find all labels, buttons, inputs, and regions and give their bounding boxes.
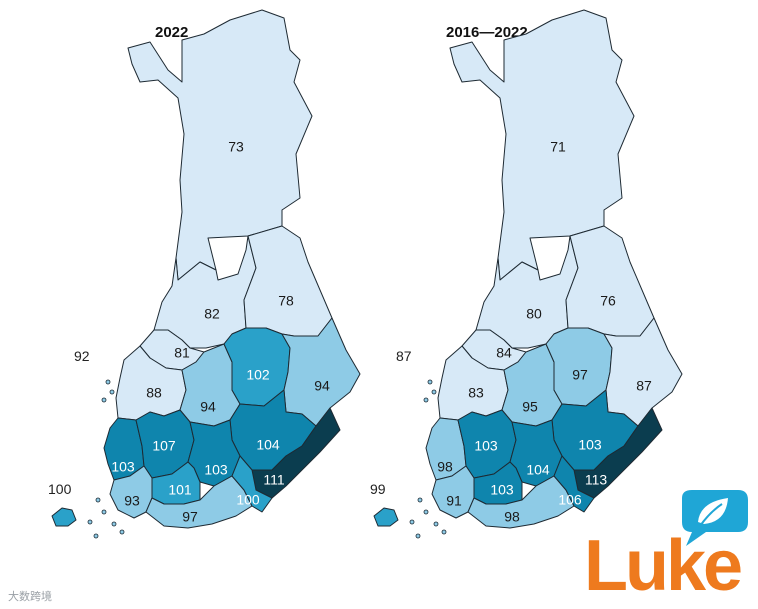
value-label-lapland: 71 — [550, 139, 566, 155]
island-marker — [119, 529, 125, 535]
value-label-kymenlaakso: 106 — [558, 492, 582, 508]
value-label-ostrobothnia-sw: 103 — [111, 459, 135, 475]
map-2016-2022: 71 80 76 84 83 95 97 87 98 103 103 104 113 91 103 98 106… — [370, 9, 683, 539]
value-label-central-finland: 94 — [200, 399, 216, 415]
map-title-2022: 2022 — [155, 24, 189, 41]
island-marker — [441, 529, 447, 535]
region-kymenlaakso — [553, 455, 595, 513]
watermark: 大数跨境 — [8, 591, 52, 603]
map-title-2016-2022: 2016—2022 — [446, 24, 528, 41]
region-lapland — [127, 9, 313, 281]
value-label-tavastia-proper: 103 — [490, 482, 514, 498]
value-label-pirkanmaa: 103 — [204, 462, 228, 478]
value-label-aland: 99 — [370, 481, 386, 497]
value-label-north-karelia: 87 — [636, 378, 652, 394]
value-label-north-savo: 102 — [246, 367, 270, 383]
region-aland — [51, 507, 77, 527]
island-marker — [423, 509, 429, 515]
value-label-north-karelia: 94 — [314, 378, 330, 394]
island-marker — [87, 519, 93, 525]
value-label-kymenlaakso: 100 — [236, 492, 260, 508]
island-marker — [101, 509, 107, 515]
region-kainuu — [565, 225, 655, 337]
region-lapland — [449, 9, 635, 281]
map-2022: 73 82 78 81 88 94 102 94 103 107 104 103 111 93 101 97 1… — [48, 9, 361, 539]
value-label-south-ostrobothnia: 83 — [468, 385, 484, 401]
value-label-lapland: 73 — [228, 139, 244, 155]
value-label-south-savo: 104 — [256, 437, 280, 453]
value-label-southwest-finland: 93 — [124, 493, 140, 509]
value-label-north-ostrobothnia: 80 — [526, 306, 542, 322]
region-aland — [373, 507, 399, 527]
value-label-ostrobothnia-sw: 98 — [437, 459, 453, 475]
value-label-uusimaa: 98 — [504, 509, 520, 525]
island-marker — [109, 389, 115, 395]
value-label-tavastia-proper: 101 — [168, 482, 192, 498]
value-label-south-ostrobothnia: 88 — [146, 385, 162, 401]
island-marker — [417, 497, 423, 503]
island-marker — [423, 397, 429, 403]
region-kymenlaakso — [231, 455, 273, 513]
value-label-central-ostrobothnia: 81 — [174, 345, 190, 361]
value-label-kainuu: 76 — [600, 293, 616, 309]
value-label-south-karelia: 111 — [263, 472, 284, 488]
island-marker — [427, 379, 433, 385]
luke-logo-bubble-icon — [676, 488, 750, 555]
value-label-satakunta: 107 — [152, 438, 176, 454]
value-label-uusimaa: 97 — [182, 509, 198, 525]
island-marker — [431, 389, 437, 395]
value-label-southwest-finland: 91 — [446, 493, 462, 509]
value-label-coastal: 87 — [396, 348, 412, 364]
value-label-central-ostrobothnia: 84 — [496, 345, 512, 361]
island-marker — [93, 533, 99, 539]
value-label-north-savo: 97 — [572, 367, 588, 383]
value-label-south-savo: 103 — [578, 437, 602, 453]
value-label-aland: 100 — [48, 481, 72, 497]
value-label-south-karelia: 113 — [585, 472, 608, 488]
island-marker — [409, 519, 415, 525]
value-label-pirkanmaa: 104 — [526, 462, 550, 478]
value-label-kainuu: 78 — [278, 293, 294, 309]
island-marker — [105, 379, 111, 385]
region-kainuu — [243, 225, 333, 337]
luke-logo: Luke — [584, 526, 743, 606]
island-marker — [415, 533, 421, 539]
island-marker — [433, 521, 439, 527]
value-label-coastal: 92 — [74, 348, 90, 364]
island-marker — [95, 497, 101, 503]
island-marker — [111, 521, 117, 527]
value-label-satakunta: 103 — [474, 438, 498, 454]
value-label-central-finland: 95 — [522, 399, 538, 415]
island-marker — [101, 397, 107, 403]
value-label-north-ostrobothnia: 82 — [204, 306, 220, 322]
